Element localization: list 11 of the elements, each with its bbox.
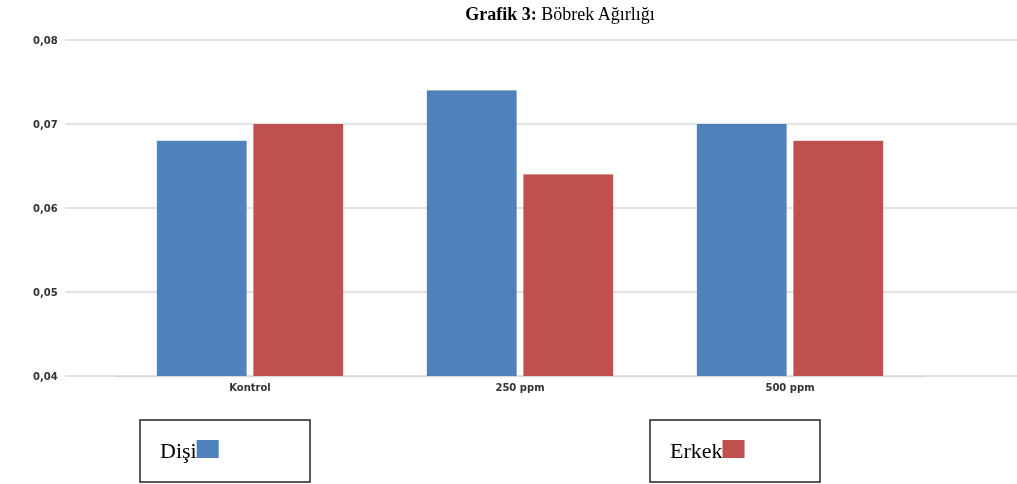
y-tick-label: 0,08 — [33, 34, 58, 46]
y-tick-label: 0,07 — [33, 118, 58, 130]
y-tick-label: 0,04 — [33, 370, 58, 382]
y-tick-label: 0,06 — [33, 202, 58, 214]
y-tick-label: 0,05 — [33, 286, 58, 298]
x-tick-label: 250 ppm — [495, 382, 545, 393]
x-tick-label: Kontrol — [229, 382, 271, 393]
legend-label: Erkek — [670, 438, 723, 463]
chart-title: Grafik 3: Böbrek Ağırlığı — [465, 4, 655, 24]
legend-label: Dişi — [160, 438, 197, 463]
x-tick-label: 500 ppm — [765, 382, 815, 393]
